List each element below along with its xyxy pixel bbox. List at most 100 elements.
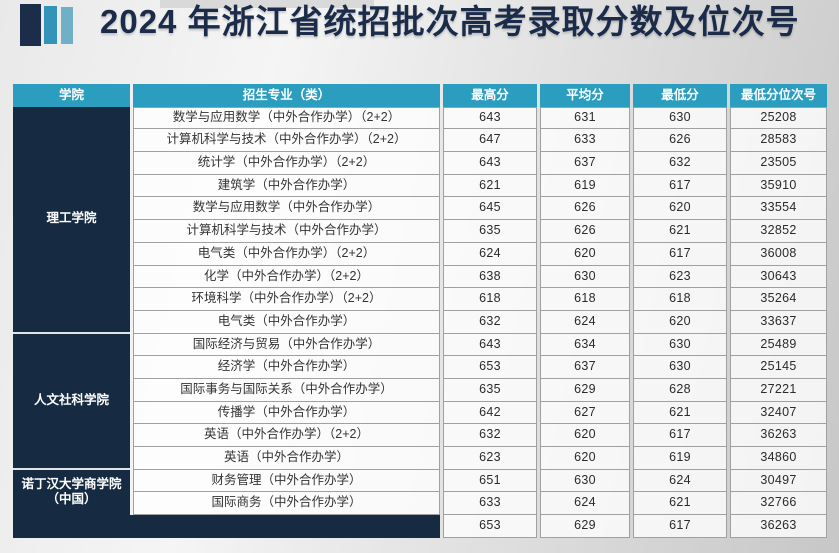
masthead: 2024 年浙江省统招批次高考录取分数及位次号 [20,0,829,60]
logo-bar-teal [44,6,57,44]
rank-cell: 32852 [730,220,827,243]
max-score-cell: 638 [443,265,537,289]
max-score-cell: 635 [443,220,537,243]
table-row: 诺丁汉大学商学院（中国） 财务管理（中外合作办学） 651 630 624 30497 [13,469,827,516]
avg-score-cell: 624 [540,492,630,516]
header-rank: 最低分位次号 [730,84,827,107]
rank-cell: 32766 [730,492,827,516]
table-row: 化学（中外合作办学）（2+2） 638 630 623 30643 [13,265,827,289]
avg-score-cell: 626 [540,197,630,221]
table-row: 计算机科学与技术（中外合作办学） 635 626 621 32852 [13,220,827,243]
summary-min-score-cell: 617 [633,515,727,538]
max-score-cell: 621 [443,174,537,198]
rank-cell: 36263 [730,424,827,447]
logo-bar-dark [20,4,41,46]
major-cell: 英语（中外合作办学） [133,447,440,470]
major-cell: 电气类（中外合作办学）（2+2） [133,242,440,266]
max-score-cell: 624 [443,242,537,266]
avg-score-cell: 629 [540,378,630,402]
rank-cell: 36008 [730,242,827,266]
max-score-cell: 651 [443,469,537,493]
rank-cell: 25145 [730,356,827,379]
avg-score-cell: 619 [540,174,630,198]
rank-cell: 30643 [730,265,827,289]
avg-score-cell: 630 [540,265,630,289]
min-score-cell: 620 [633,197,727,221]
header-min-score: 最低分 [633,84,727,107]
table-row: 国际商务（中外合作办学） 633 624 621 32766 [13,492,827,516]
avg-score-cell: 637 [540,356,630,379]
table-row: 英语（中外合作办学） 623 620 619 34860 [13,447,827,470]
header-college: 学院 [13,84,130,107]
min-score-cell: 617 [633,242,727,266]
max-score-cell: 623 [443,447,537,470]
major-cell: 环境科学（中外合作办学）（2+2） [133,288,440,311]
major-cell: 传播学（中外合作办学） [133,401,440,425]
page-title: 2024 年浙江省统招批次高考录取分数及位次号 [100,3,800,40]
min-score-cell: 624 [633,469,727,493]
min-score-cell: 632 [633,152,727,175]
avg-score-cell: 627 [540,401,630,425]
rank-cell: 35264 [730,288,827,311]
avg-score-cell: 634 [540,333,630,357]
rank-cell: 25208 [730,106,827,130]
avg-score-cell: 626 [540,220,630,243]
avg-score-cell: 630 [540,469,630,493]
rank-cell: 30497 [730,469,827,493]
major-cell: 计算机科学与技术（中外合作办学）（2+2） [133,129,440,153]
rank-cell: 23505 [730,152,827,175]
min-score-cell: 630 [633,356,727,379]
table-row: 电气类（中外合作办学） 632 624 620 33637 [13,310,827,334]
logo-bars-icon [20,0,80,50]
table-row: 理工学院 数学与应用数学（中外合作办学）（2+2） 643 631 630 25208 [13,106,827,334]
min-score-cell: 628 [633,378,727,402]
table-body: 理工学院 数学与应用数学（中外合作办学）（2+2） 643 631 630 25208 计算… [13,106,827,538]
header-major: 招生专业（类） [133,84,440,107]
table-row: 建筑学（中外合作办学） 621 619 617 35910 [13,174,827,198]
rank-cell: 33637 [730,310,827,334]
avg-score-cell: 620 [540,447,630,470]
college-cell: 理工学院 [13,106,130,334]
rank-cell: 27221 [730,378,827,402]
min-score-cell: 623 [633,265,727,289]
avg-score-cell: 618 [540,288,630,311]
min-score-cell: 630 [633,106,727,130]
major-cell: 数学与应用数学（中外合作办学） [133,197,440,221]
major-cell: 建筑学（中外合作办学） [133,174,440,198]
min-score-cell: 618 [633,288,727,311]
avg-score-cell: 620 [540,242,630,266]
max-score-cell: 645 [443,197,537,221]
major-cell: 国际经济与贸易（中外合作办学） [133,333,440,357]
table-row: 数学与应用数学（中外合作办学） 645 626 620 33554 [13,197,827,221]
rank-cell: 34860 [730,447,827,470]
table-row: 经济学（中外合作办学） 653 637 630 25145 [13,356,827,379]
summary-avg-score-cell: 629 [540,515,630,538]
major-cell: 化学（中外合作办学）（2+2） [133,265,440,289]
major-cell: 国际商务（中外合作办学） [133,492,440,516]
max-score-cell: 618 [443,288,537,311]
min-score-cell: 621 [633,220,727,243]
major-cell: 经济学（中外合作办学） [133,356,440,379]
max-score-cell: 633 [443,492,537,516]
summary-rank-cell: 36263 [730,515,827,538]
summary-row: 653 629 617 36263 [13,515,827,538]
major-cell: 计算机科学与技术（中外合作办学） [133,220,440,243]
avg-score-cell: 620 [540,424,630,447]
rank-cell: 25489 [730,333,827,357]
min-score-cell: 617 [633,424,727,447]
top-edge-artifact [160,0,374,8]
major-cell: 国际事务与国际关系（中外合作办学） [133,378,440,402]
min-score-cell: 630 [633,333,727,357]
table-row: 环境科学（中外合作办学）（2+2） 618 618 618 35264 [13,288,827,311]
college-cell: 诺丁汉大学商学院（中国） [13,469,130,516]
major-cell: 电气类（中外合作办学） [133,310,440,334]
major-cell: 数学与应用数学（中外合作办学）（2+2） [133,106,440,130]
table-row: 传播学（中外合作办学） 642 627 621 32407 [13,401,827,425]
max-score-cell: 647 [443,129,537,153]
min-score-cell: 621 [633,492,727,516]
max-score-cell: 632 [443,424,537,447]
logo-bar-light-teal [61,7,73,44]
major-cell: 统计学（中外合作办学）（2+2） [133,152,440,175]
table-row: 英语（中外合作办学）（2+2） 632 620 617 36263 [13,424,827,447]
max-score-cell: 643 [443,106,537,130]
